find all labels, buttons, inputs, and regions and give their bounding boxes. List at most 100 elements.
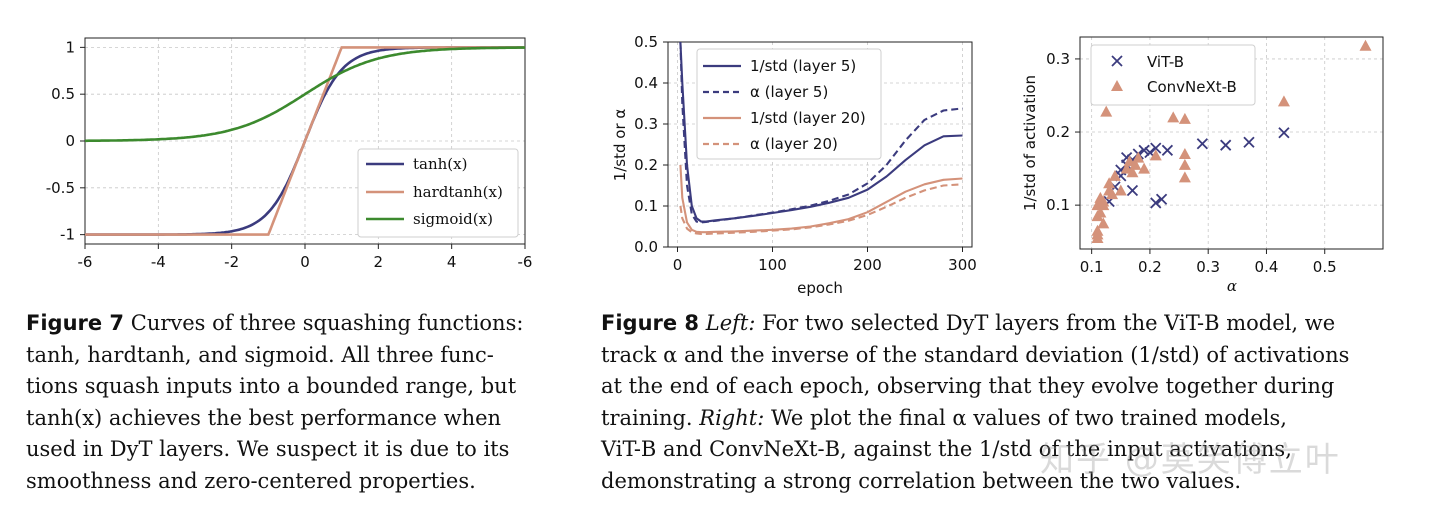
scatter-point-convnext: [1097, 195, 1110, 207]
fig8-caption-line3: at the end of each epoch, observing that…: [601, 374, 1335, 398]
fig8-left-xlabel: epoch: [797, 279, 843, 297]
fig8-left-legend-1: α (layer 5): [750, 83, 828, 101]
fig7-caption-line3: tions squash inputs into a bounded range…: [26, 374, 517, 398]
fig8-caption-line4-post: We plot the final α values of two traine…: [764, 405, 1287, 430]
x-tick-label: 0.1: [1080, 258, 1104, 276]
fig8-right-legend-vit: ViT-B: [1147, 53, 1184, 71]
scatter-point-convnext: [1149, 149, 1162, 161]
fig7-caption-line4: achieves the best performance when: [102, 405, 502, 430]
fig8-right-legend: ViT-B ConvNeXt-B: [1090, 44, 1256, 106]
x-tick-label: -2: [224, 253, 239, 271]
series-line-hardtanh: [85, 46, 525, 236]
fig7-legend-sigmoid: sigmoid(x): [413, 210, 493, 228]
fig7-caption-math: tanh(x): [26, 405, 103, 430]
y-tick-label: 0.3: [1046, 50, 1070, 68]
x-tick-label: 200: [853, 256, 882, 274]
fig8-right-legend-triangle-marker: [1111, 80, 1123, 91]
scatter-point-vit: [1126, 184, 1139, 197]
x-tick-label: 4: [447, 253, 457, 271]
x-tick-label: -6: [78, 253, 93, 271]
fig7-caption-label: Figure 7: [26, 311, 125, 335]
fig8-left-legend-box: [696, 48, 882, 160]
fig7-legend: tanh(x) hardtanh(x) sigmoid(x): [357, 148, 519, 238]
y-tick-label: 1: [65, 38, 75, 56]
series-line-2: [679, 164, 963, 234]
fig8-left-ylabel: 1/std or α: [611, 109, 629, 182]
x-tick-label: 0: [673, 256, 683, 274]
fig7-legend-box: [357, 148, 519, 238]
fig7-legend-hardtanh: hardtanh(x): [413, 183, 503, 201]
scatter-point-convnext: [1091, 224, 1104, 236]
fig8-left-lines: [679, 42, 963, 235]
fig8-right-plot-frame: [1079, 36, 1384, 250]
x-tick-label: -6: [518, 253, 533, 271]
scatter-point-convnext: [1103, 177, 1116, 189]
fig8-left-plot-frame: [667, 41, 973, 248]
fig8-left-chart: 0 100 200 300 0.0 0.1 0.2 0.3 0.4 0.5 epoch 1/std…: [611, 33, 977, 297]
fig7-caption: Figure 7 Curves of three squashing funct…: [26, 308, 566, 497]
fig7-ticks: -6 -4 -2 0 2 4 -6 1 0.5 0 -0.5 -1: [46, 38, 533, 271]
x-tick-label: 2: [374, 253, 384, 271]
fig8-right-legend-x-marker: [1111, 55, 1123, 67]
fig8-left-ticks: 0 100 200 300 0.0 0.1 0.2 0.3 0.4 0.5: [634, 33, 977, 274]
y-tick-label: 0.1: [1046, 196, 1070, 214]
scatter-point-convnext: [1129, 158, 1142, 170]
fig8-right-ticks: 0.1 0.2 0.3 0.4 0.5 0.1 0.2 0.3: [1046, 50, 1337, 276]
scatter-point-vit: [1196, 138, 1209, 150]
fig8-caption-line5: ViT-B and ConvNeXt-B, against the 1/std …: [601, 437, 1292, 461]
fig7-caption-line2: tanh, hardtanh, and sigmoid. All three f…: [26, 342, 494, 367]
fig8-caption-line4-pre: training.: [601, 405, 700, 430]
figure-canvas: -6 -4 -2 0 2 4 -6 1 0.5 0 -0.5 -1 tanh(x) hardtanh(…: [46, 33, 1384, 297]
scatter-point-convnext: [1126, 166, 1139, 178]
fig8-right-legend-box: [1090, 44, 1256, 106]
scatter-point-convnext: [1178, 171, 1191, 183]
y-tick-label: -1: [60, 226, 75, 244]
scatter-point-convnext: [1123, 155, 1136, 167]
fig8-right-xlabel: α: [1227, 277, 1237, 295]
y-tick-label: 0.5: [634, 33, 658, 51]
scatter-point-convnext: [1094, 206, 1107, 218]
scatter-point-convnext: [1097, 217, 1110, 229]
fig8-caption-left-word: Left:: [705, 311, 756, 335]
fig8-caption-line1: For two selected DyT layers from the ViT…: [755, 311, 1336, 335]
scatter-point-convnext: [1138, 162, 1151, 174]
scatter-point-vit: [1150, 142, 1162, 154]
fig8-left-legend: 1/std (layer 5) α (layer 5) 1/std (layer…: [696, 48, 882, 160]
fig8-right-grid: [1080, 37, 1383, 249]
scatter-point-convnext: [1106, 188, 1119, 200]
series-line-sigmoid: [85, 46, 525, 143]
fig8-left-legend-0: 1/std (layer 5): [750, 57, 856, 75]
x-tick-label: 0.4: [1255, 258, 1279, 276]
fig8-caption-line6: demonstrating a strong correlation betwe…: [601, 468, 1242, 493]
fig8-right-ylabel: 1/std of activation: [1021, 75, 1039, 211]
y-tick-label: 0.4: [634, 74, 658, 92]
scatter-point-vit: [1220, 139, 1232, 151]
scatter-point-convnext: [1178, 112, 1191, 124]
fig7-legend-tanh: tanh(x): [413, 155, 467, 173]
x-tick-label: 100: [758, 256, 787, 274]
watermark: 知乎 @莫笑傅立叶: [1040, 440, 1341, 480]
scatter-point-convnext: [1167, 111, 1180, 123]
fig7-caption-line1: Curves of three squashing functions:: [130, 311, 524, 335]
fig8-right-points: [1091, 39, 1372, 244]
scatter-point-convnext: [1100, 105, 1113, 117]
fig8-left-legend-3: α (layer 20): [750, 135, 838, 153]
scatter-point-vit: [1278, 127, 1290, 139]
fig7-caption-line5: used in DyT layers. We suspect it is due…: [26, 437, 510, 461]
x-tick-label: -4: [151, 253, 166, 271]
scatter-point-vit: [1150, 197, 1162, 209]
series-line-1: [679, 42, 963, 224]
x-tick-label: 0.5: [1313, 258, 1337, 276]
fig8-left-legend-2: 1/std (layer 20): [750, 109, 866, 127]
x-tick-label: 300: [948, 256, 977, 274]
scatter-point-convnext: [1108, 169, 1121, 181]
y-tick-label: 0.1: [634, 197, 658, 215]
scatter-point-convnext: [1132, 151, 1145, 163]
x-tick-label: 0: [300, 253, 310, 271]
scatter-point-convnext: [1277, 95, 1290, 107]
scatter-point-convnext: [1359, 39, 1372, 51]
fig8-caption-line2: track α and the inverse of the standard …: [601, 342, 1350, 367]
fig7-caption-line6: smoothness and zero-centered properties.: [26, 468, 476, 493]
scatter-point-convnext: [1120, 162, 1133, 174]
y-tick-label: 0.3: [634, 115, 658, 133]
